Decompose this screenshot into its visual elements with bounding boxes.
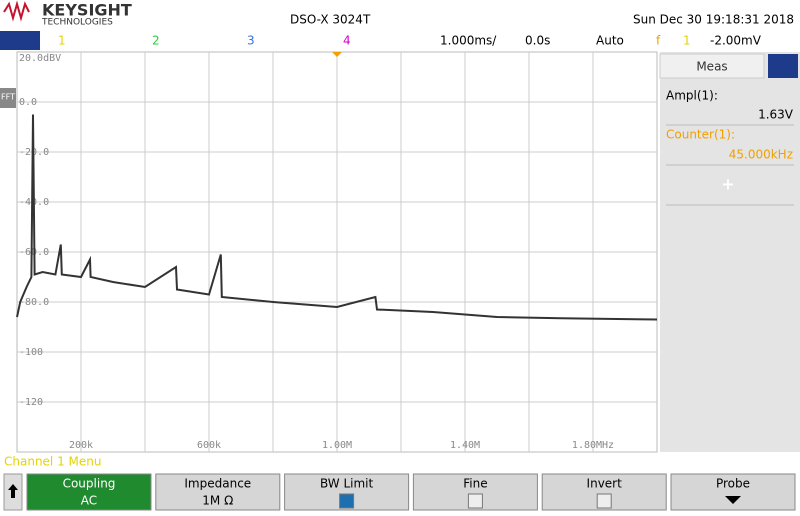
softkey-label: Invert (587, 477, 623, 491)
menu-title: Channel 1 Menu (4, 455, 101, 469)
trigger-source: 1 (683, 34, 691, 48)
checkbox (467, 493, 483, 509)
fft-label: FFT (1, 93, 15, 102)
counter-value: 45.000kHz (729, 148, 793, 162)
model: DSO-X 3024T (290, 13, 371, 27)
softkey-value: 1M Ω (202, 494, 233, 508)
softkey-label: Coupling (63, 477, 116, 491)
fft-marker (0, 88, 16, 108)
softkey-label: Fine (463, 477, 487, 491)
add-measurement[interactable]: + (721, 175, 734, 194)
x-label: 1.80MHz (572, 440, 614, 451)
x-label: 600k (197, 440, 221, 451)
x-label: 200k (69, 440, 93, 451)
checkbox (339, 493, 355, 509)
softkey-label: Impedance (184, 477, 251, 491)
channel-box (0, 31, 40, 50)
datetime: Sun Dec 30 19:18:31 2018 (633, 13, 794, 27)
trigger-level: -2.00mV (710, 34, 762, 48)
channel-4: 4 (343, 34, 351, 48)
trigger-icon: f (656, 34, 661, 48)
timebase: 1.000ms/ (440, 34, 497, 48)
softkey[interactable] (155, 473, 281, 511)
y-label: -100 (19, 347, 43, 358)
trigger-marker (332, 52, 342, 57)
logo (3, 0, 30, 22)
y-label: 0.0 (19, 97, 37, 108)
y-label: -80.0 (19, 297, 49, 308)
trigger-mode: Auto (596, 34, 624, 48)
probe-arrow (725, 496, 741, 504)
brand: KEYSIGHT (42, 1, 132, 20)
channel-1: 1 (58, 34, 66, 48)
channel-2: 2 (152, 34, 160, 48)
meas-tab-label: Meas (696, 60, 727, 74)
x-label: 1.40M (450, 440, 480, 451)
softkey-label: Probe (716, 477, 750, 491)
softkey-label: BW Limit (320, 477, 374, 491)
y-label: -120 (19, 397, 43, 408)
sidebar (660, 52, 800, 452)
y-label: 20.0dBV (19, 53, 61, 64)
tab-icon[interactable] (768, 54, 798, 78)
ampl-value: 1.63V (758, 108, 794, 122)
meas-tab[interactable] (659, 53, 765, 79)
softkey[interactable] (26, 473, 152, 511)
softkey-value: AC (81, 494, 97, 508)
brand-sub: TECHNOLOGIES (41, 18, 113, 28)
ampl-label: Ampl(1): (666, 89, 718, 103)
counter-label: Counter(1): (666, 128, 735, 142)
delay: 0.0s (525, 34, 550, 48)
grid (17, 52, 657, 452)
channel-3: 3 (247, 34, 255, 48)
x-label: 1.00M (322, 440, 352, 451)
softkey[interactable] (670, 473, 796, 511)
checkbox (596, 493, 612, 509)
fft-trace (16, 114, 658, 321)
